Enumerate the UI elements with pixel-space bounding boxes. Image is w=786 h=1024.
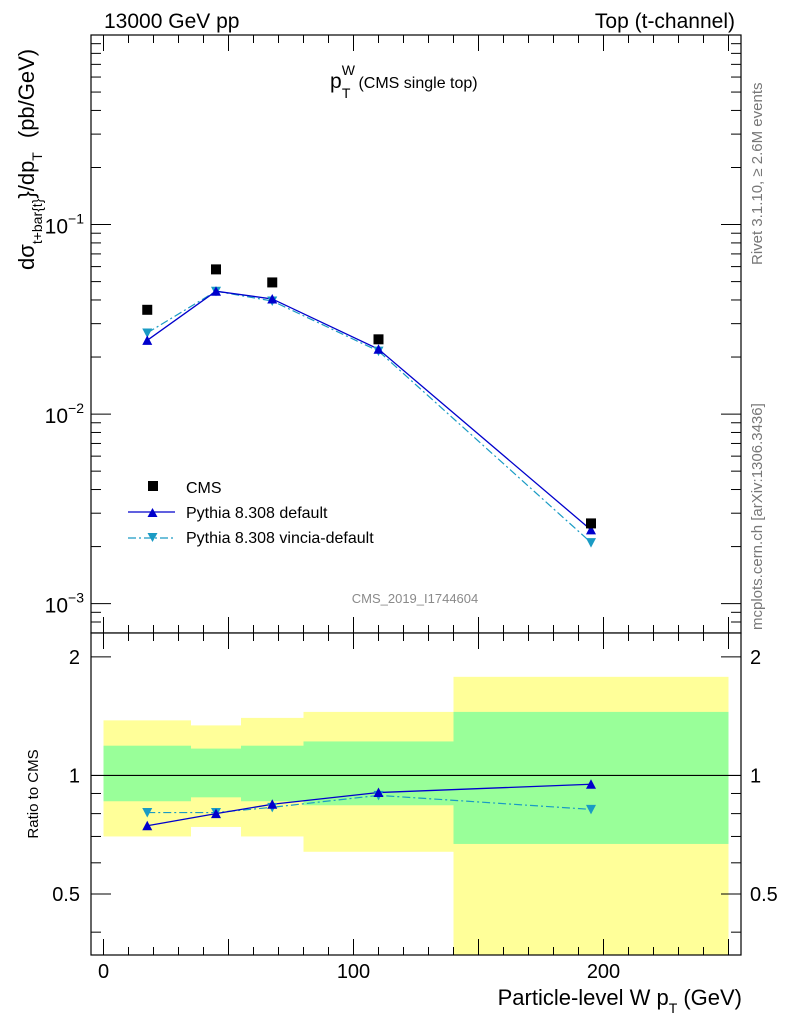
vincia-ratio-point: [586, 804, 596, 815]
header-right: Top (t-channel): [595, 10, 735, 33]
header-left: 13000 GeV pp: [104, 10, 239, 33]
x-axis-label: Particle-level W pT (GeV): [498, 985, 742, 1016]
ratio-y-tick-label-left: 2: [69, 647, 80, 669]
y-tick-label: 10−1: [45, 211, 85, 239]
legend-symbol-cms: [148, 481, 158, 491]
vincia-ratio-point: [142, 808, 153, 818]
main-plot-area: [91, 35, 741, 633]
cms-point: [142, 304, 153, 315]
legend: CMS Pythia 8.308 default Pythia 8.308 vi…: [128, 480, 374, 547]
ratio-y-tick-label-right: 1: [750, 765, 761, 787]
cms-point: [211, 264, 221, 275]
y-tick-label: 10−3: [45, 590, 85, 618]
inner-uncertainty-band: [191, 748, 241, 798]
default-point: [373, 344, 384, 354]
legend-label-cms: CMS: [186, 480, 222, 497]
ratio-frame: [90, 632, 742, 956]
legend-label-vincia: Pythia 8.308 vincia-default: [186, 530, 374, 547]
default-ratio-point: [586, 779, 596, 789]
main-axis-ticks: [91, 34, 741, 634]
ratio-data-marks: [142, 779, 596, 831]
default-ratio-point: [142, 820, 153, 831]
ratio-y-tick-label-right: 2: [750, 647, 761, 669]
vincia-line: [146, 290, 592, 544]
ratio-y-axis-label: Ratio to CMS: [25, 749, 42, 838]
y-tick-label: 10−2: [45, 400, 85, 428]
legend-symbol-default: [147, 508, 158, 517]
cms-point: [373, 334, 384, 345]
default-point: [211, 286, 221, 296]
default-ratio-point: [373, 787, 384, 798]
cms-point: [267, 277, 278, 288]
ratio-axis-ticks: [91, 633, 741, 955]
inner-uncertainty-band: [453, 711, 729, 844]
ratio-y-tick-label-left: 1: [69, 765, 80, 787]
ratio-y-tick-label-right: 0.5: [750, 884, 778, 906]
default-point: [586, 524, 596, 535]
x-tick-label: 100: [337, 961, 370, 983]
ratio-y-tick-labels: 0.5 0.5 1 1 2 2: [52, 647, 778, 906]
legend-label-default: Pythia 8.308 default: [186, 505, 328, 522]
vincia-point: [142, 328, 153, 338]
rivet-version-label: Rivet 3.1.10, ≥ 2.6M events: [749, 83, 766, 266]
default-point: [267, 293, 278, 304]
default-ratio-point: [267, 799, 278, 809]
inner-uncertainty-band: [103, 745, 191, 802]
inner-uncertainty-band: [241, 745, 304, 802]
default-ratio-point: [211, 808, 221, 819]
cms-point: [586, 518, 596, 529]
x-tick-label: 0: [98, 961, 109, 983]
legend-symbol-vincia: [147, 533, 158, 542]
main-data-marks: [142, 264, 596, 548]
mcplots-label: mcplots.cern.ch [arXiv:1306.3436]: [749, 403, 766, 630]
x-tick-label: 200: [587, 961, 620, 983]
vincia-point: [586, 538, 596, 548]
default-point: [142, 335, 153, 345]
ratio-uncertainty-bands: [91, 676, 741, 955]
ratio-y-tick-label-left: 0.5: [52, 884, 80, 906]
x-tick-labels: 0 100 200: [98, 961, 620, 983]
main-y-tick-labels: 10−1 10−2 10−3: [45, 211, 85, 618]
main-y-axis-label: dσt+bar{t}}/dpT(pb/GeV): [14, 49, 45, 270]
plot-title: pW T(CMS single top): [330, 62, 478, 101]
analysis-watermark: CMS_2019_I1744604: [352, 591, 479, 606]
